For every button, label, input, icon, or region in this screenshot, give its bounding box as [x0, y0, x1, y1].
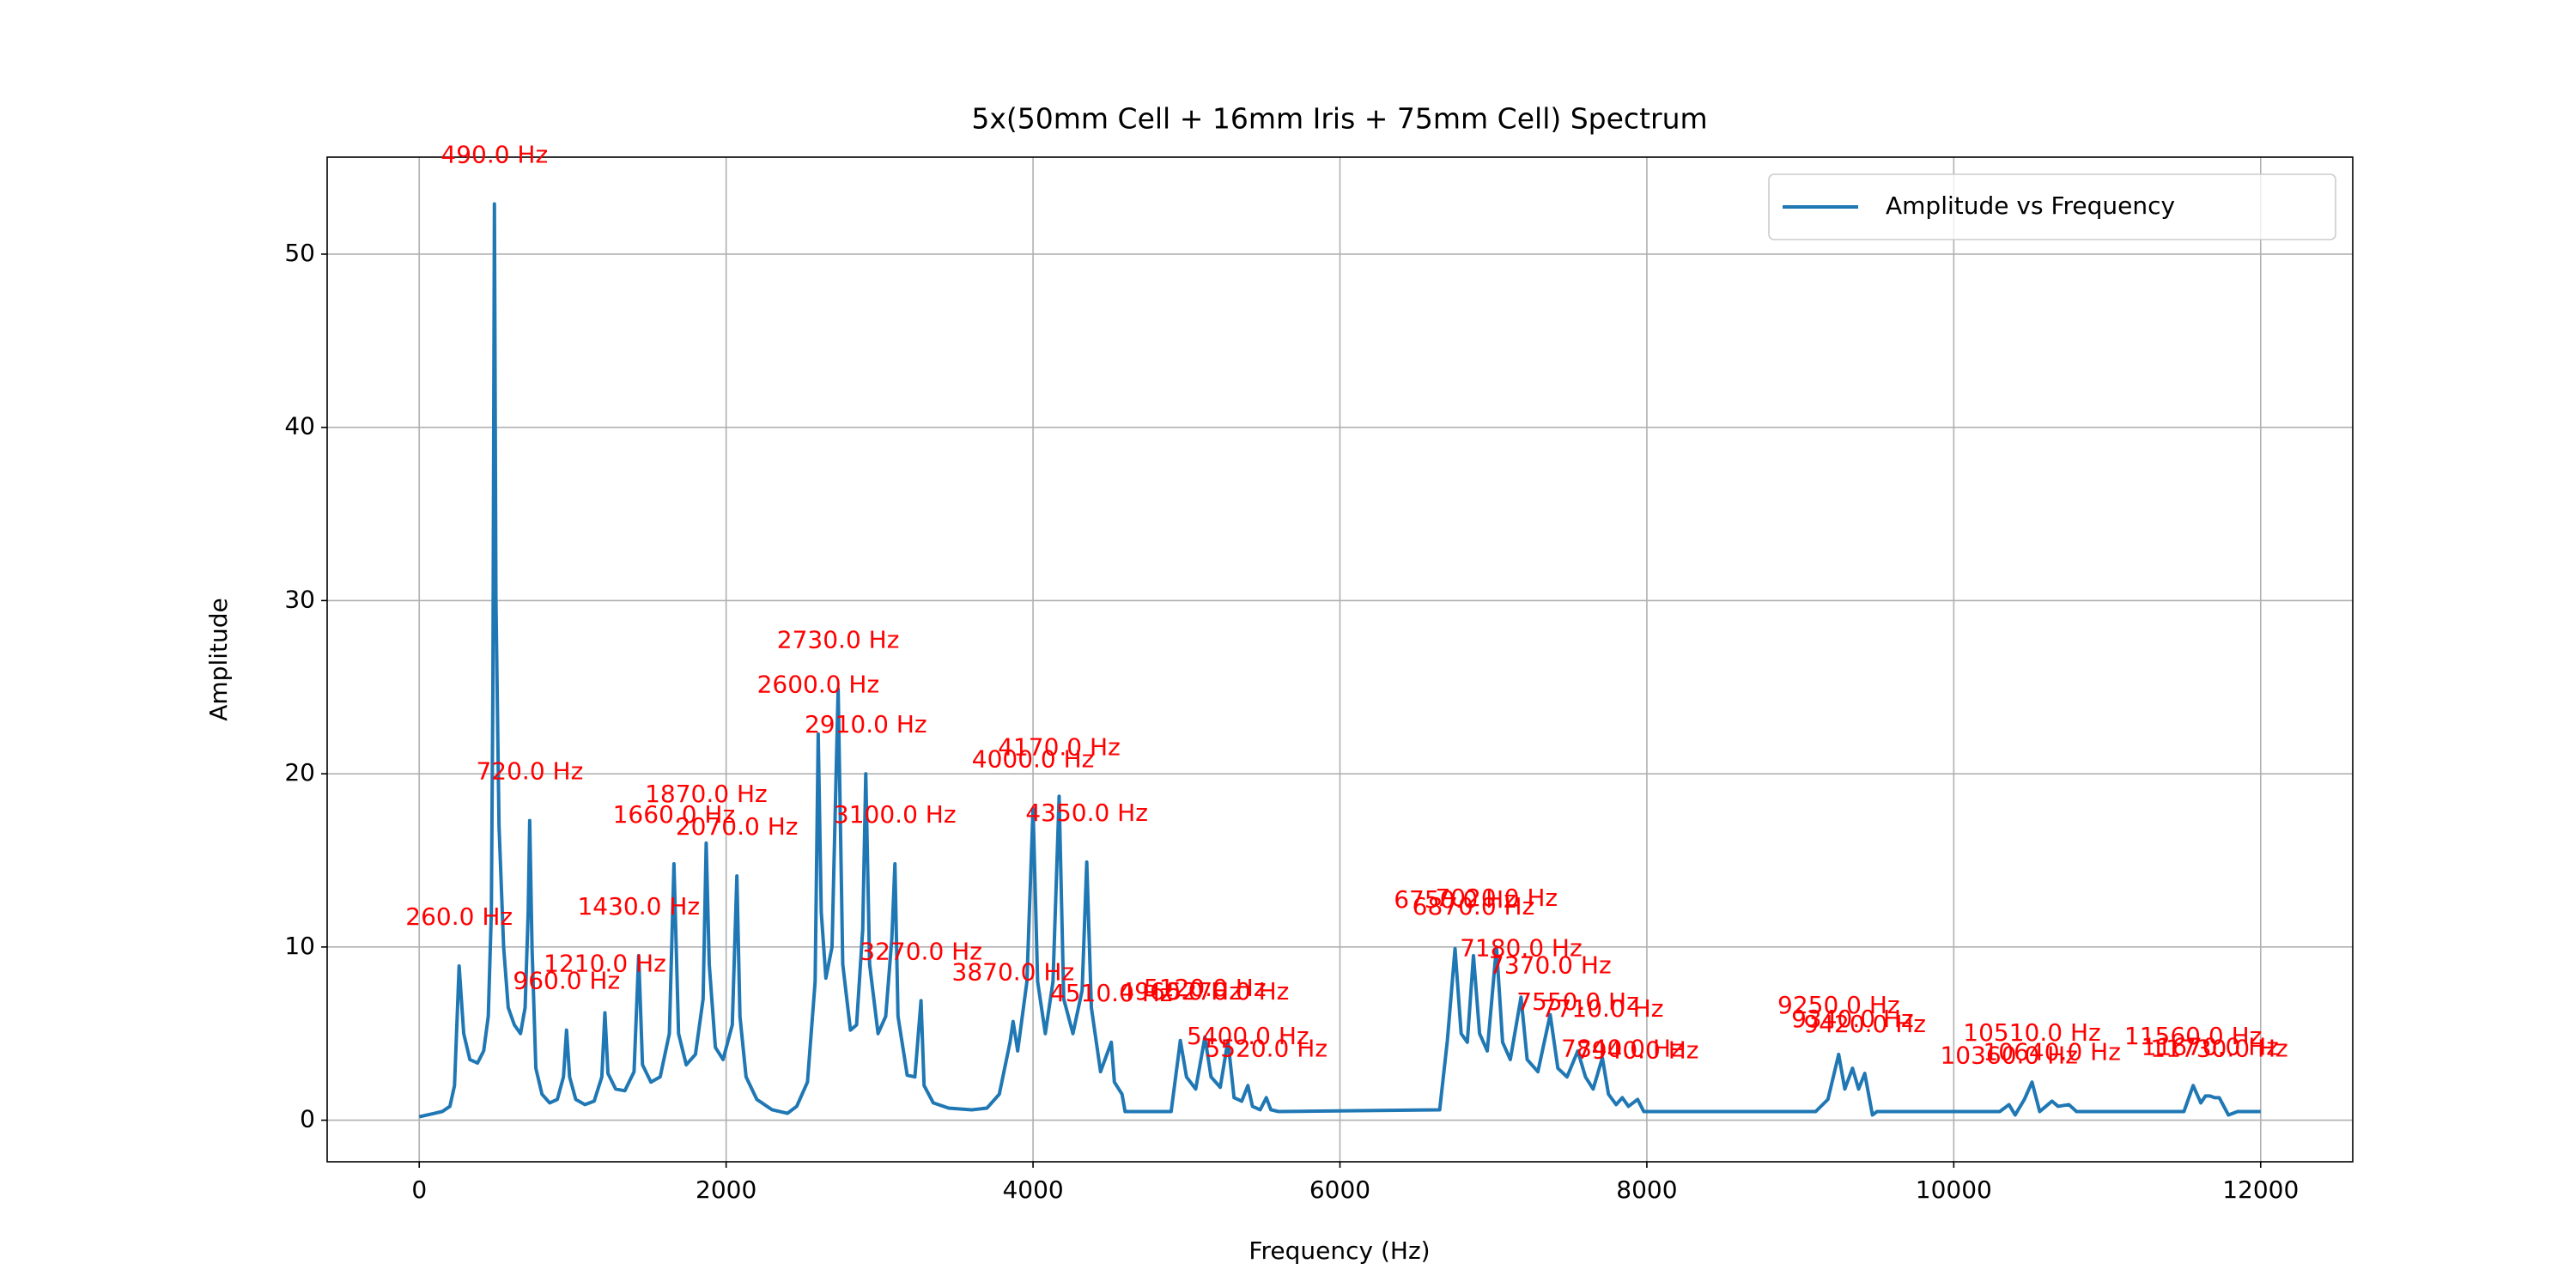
plot-area — [418, 202, 2261, 1119]
peak-annotation: 6750.0 Hz — [1394, 885, 1516, 914]
x-tick-label: 2000 — [696, 1176, 756, 1204]
legend: Amplitude vs Frequency — [1768, 173, 2336, 240]
peak-annotation: 7180.0 Hz — [1460, 933, 1583, 962]
chart-title: 5x(50mm Cell + 16mm Iris + 75mm Cell) Sp… — [971, 102, 1707, 136]
peak-annotation: 3870.0 Hz — [952, 958, 1075, 987]
peak-annotation: 10510.0 Hz — [1963, 1018, 2100, 1047]
legend-box — [1768, 173, 2336, 240]
peak-annotation: 7370.0 Hz — [1489, 951, 1612, 980]
x-tick-label: 0 — [411, 1176, 427, 1204]
y-tick-label: 50 — [284, 239, 315, 267]
x-tick-label: 12000 — [2222, 1176, 2299, 1204]
y-tick-label: 40 — [284, 412, 315, 440]
peak-annotation: 2730.0 Hz — [777, 625, 900, 653]
peak-annotation: 4960.0 Hz — [1119, 977, 1242, 1005]
x-tick-label: 10000 — [1916, 1176, 1992, 1204]
x-axis-label: Frequency (Hz) — [1249, 1236, 1430, 1265]
peak-annotation: 4350.0 Hz — [1025, 799, 1148, 827]
peak-annotation: 2070.0 Hz — [676, 812, 799, 841]
peak-annotation: 960.0 Hz — [513, 967, 620, 995]
peak-annotation: 5270.0 Hz — [1167, 977, 1290, 1005]
peak-annotation: 260.0 Hz — [405, 902, 513, 931]
peak-annotation: 720.0 Hz — [476, 757, 583, 786]
peak-annotation: 9420.0 Hz — [1803, 1010, 1926, 1038]
peak-annotation: 5120.0 Hz — [1144, 974, 1267, 1002]
y-tick-label: 0 — [300, 1105, 315, 1133]
peak-annotation: 7710.0 Hz — [1541, 994, 1664, 1023]
peak-annotation: 3100.0 Hz — [834, 800, 957, 829]
peak-annotation: 7940.0 Hz — [1577, 1036, 1699, 1064]
data-line — [418, 202, 2261, 1119]
peak-annotation: 5520.0 Hz — [1205, 1034, 1327, 1062]
y-tick-label: 10 — [284, 932, 315, 960]
peak-annotation: 10640.0 Hz — [1983, 1037, 2120, 1066]
peak-annotation: 1430.0 Hz — [577, 892, 700, 920]
peak-annotation: 3270.0 Hz — [860, 937, 982, 965]
peak-annotation: 10360.0 Hz — [1940, 1041, 2077, 1069]
peak-annotation: 11730.0 Hz — [2150, 1034, 2287, 1062]
peak-annotation: 4000.0 Hz — [972, 744, 1095, 773]
peak-annotation: 4510.0 Hz — [1050, 979, 1173, 1007]
peak-annotation: 9250.0 Hz — [1777, 991, 1900, 1019]
peak-annotation: 9340.0 Hz — [1791, 1005, 1914, 1033]
peak-annotation: 2600.0 Hz — [757, 671, 880, 699]
y-tick-label: 30 — [284, 585, 315, 613]
x-tick-label: 6000 — [1309, 1176, 1370, 1204]
peak-annotation: 490.0 Hz — [440, 140, 548, 168]
grid — [327, 157, 2353, 1162]
y-axis-label: Amplitude — [204, 598, 233, 721]
peak-annotation: 7020.0 Hz — [1435, 884, 1558, 912]
peak-annotation: 1660.0 Hz — [613, 800, 736, 829]
legend-label: Amplitude vs Frequency — [1886, 191, 2175, 220]
x-tick-label: 4000 — [1002, 1176, 1063, 1204]
peak-annotation: 5400.0 Hz — [1187, 1022, 1309, 1050]
peak-annotation: 4170.0 Hz — [998, 732, 1121, 761]
peak-annotation: 11560.0 Hz — [2124, 1022, 2262, 1050]
peak-annotation: 7840.0 Hz — [1561, 1034, 1684, 1062]
peak-annotation: 1210.0 Hz — [544, 950, 666, 978]
peak-annotation: 11670.0 Hz — [2142, 1032, 2279, 1060]
peak-annotation: 6870.0 Hz — [1413, 892, 1535, 920]
peak-annotation: 1870.0 Hz — [645, 780, 768, 808]
x-tick-label: 8000 — [1616, 1176, 1677, 1204]
y-tick-label: 20 — [284, 758, 315, 787]
peak-annotation: 7550.0 Hz — [1516, 987, 1639, 1016]
peak-annotation: 2910.0 Hz — [805, 710, 927, 738]
